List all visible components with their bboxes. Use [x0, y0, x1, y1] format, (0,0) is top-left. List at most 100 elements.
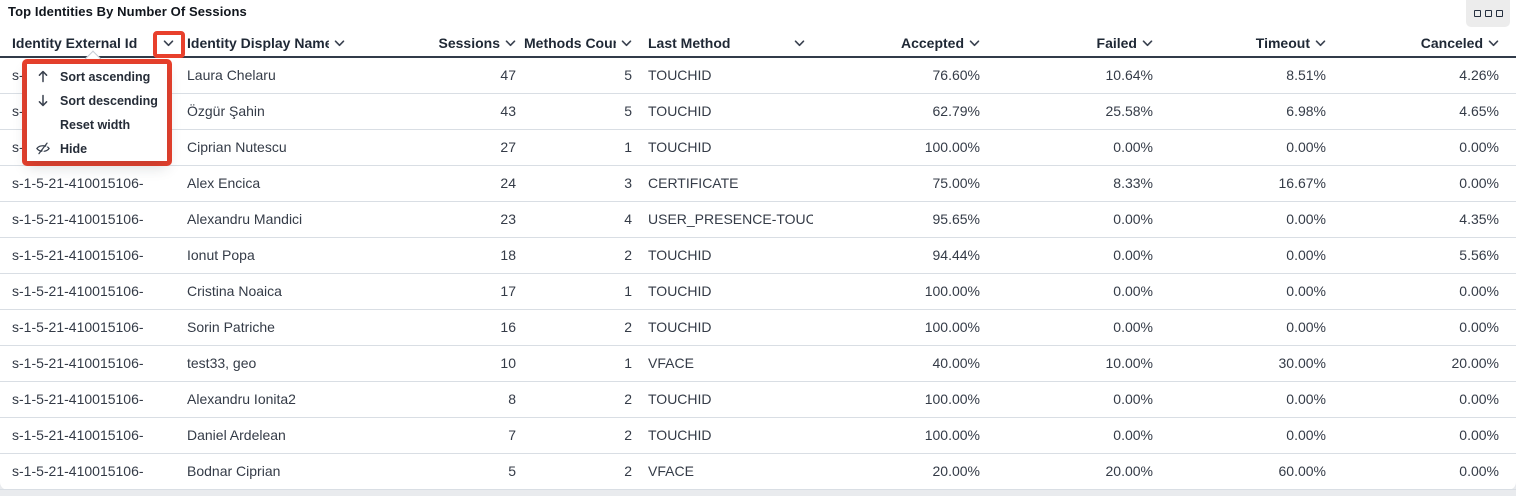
cell-lastMethod: TOUCHID: [648, 283, 712, 299]
cell-displayName: Alex Encica: [187, 175, 261, 191]
chevron-down-icon[interactable]: [621, 39, 632, 47]
cell-displayName: Ionut Popa: [187, 247, 255, 263]
cell-sessions: 17: [500, 283, 516, 299]
cell-displayName: Bodnar Ciprian: [187, 463, 281, 479]
chevron-down-icon[interactable]: [794, 39, 805, 47]
cell-timeout: 8.51%: [1286, 67, 1326, 83]
cell-accepted: 100.00%: [924, 391, 980, 407]
cell-accepted: 95.65%: [932, 211, 980, 227]
cell-lastMethod: TOUCHID: [648, 427, 712, 443]
column-header-timeout[interactable]: Timeout: [1161, 30, 1334, 56]
chevron-down-icon[interactable]: [1488, 39, 1499, 47]
column-header-lastMethod[interactable]: Last Method: [640, 30, 813, 56]
menu-item-hide[interactable]: Hide: [27, 137, 167, 161]
cell-sessions: 16: [500, 319, 516, 335]
table-body: s-1-5-21-410015106-Laura Chelaru475TOUCH…: [0, 58, 1516, 490]
column-header-methodsCount[interactable]: Methods Count: [524, 30, 640, 56]
menu-item-sort-ascending[interactable]: Sort ascending: [27, 65, 167, 89]
cell-failed: 10.00%: [1105, 355, 1153, 371]
chevron-down-icon[interactable]: [163, 39, 174, 47]
arrow-up-icon: [35, 70, 51, 83]
column-header-displayName[interactable]: Identity Display Name: [182, 30, 353, 56]
column-header-sessions[interactable]: Sessions: [353, 30, 524, 56]
cell-canceled: 0.00%: [1459, 139, 1499, 155]
cell-canceled: 4.65%: [1459, 103, 1499, 119]
chevron-down-icon[interactable]: [1142, 39, 1153, 47]
cell-accepted: 100.00%: [924, 427, 980, 443]
cell-timeout: 0.00%: [1286, 211, 1326, 227]
chevron-down-icon[interactable]: [969, 39, 980, 47]
chevron-down-icon[interactable]: [505, 39, 516, 47]
cell-canceled: 5.56%: [1459, 247, 1499, 263]
widget-options-button[interactable]: [1466, 0, 1510, 27]
arrow-down-icon: [35, 94, 51, 107]
cell-displayName: Alexandru Mandici: [187, 211, 303, 227]
cell-lastMethod: CERTIFICATE: [648, 175, 739, 191]
column-header-externalId[interactable]: Identity External Id: [0, 30, 182, 56]
cell-canceled: 0.00%: [1459, 319, 1499, 335]
cell-externalId: s-1-5-21-410015106-: [12, 283, 144, 299]
cell-methodsCount: 2: [624, 427, 632, 443]
cell-sessions: 7: [508, 427, 516, 443]
cell-canceled: 20.00%: [1451, 355, 1499, 371]
cell-timeout: 6.98%: [1286, 103, 1326, 119]
cell-canceled: 0.00%: [1459, 463, 1499, 479]
cell-timeout: 0.00%: [1286, 139, 1326, 155]
cell-methodsCount: 5: [624, 103, 632, 119]
cell-externalId: s-1-5-21-410015106-: [12, 319, 144, 335]
column-header-label: Failed: [1096, 35, 1137, 51]
cell-externalId: s-1-5-21-410015106-: [12, 355, 144, 371]
cell-methodsCount: 4: [624, 211, 632, 227]
cell-methodsCount: 2: [624, 319, 632, 335]
cell-methodsCount: 2: [624, 391, 632, 407]
cell-failed: 8.33%: [1113, 175, 1153, 191]
cell-lastMethod: USER_PRESENCE-TOUC: [648, 211, 813, 227]
cell-methodsCount: 2: [624, 463, 632, 479]
table-row: s-1-5-21-410015106- test33, geo 10 1 VFACE 40…: [0, 346, 1516, 382]
cell-sessions: 43: [500, 103, 516, 119]
cell-displayName: Özgür Şahin: [187, 103, 265, 119]
menu-item-reset-width[interactable]: Reset width: [27, 113, 167, 137]
menu-item-label: Reset width: [60, 117, 131, 132]
cell-lastMethod: VFACE: [648, 355, 694, 371]
cell-methodsCount: 5: [624, 67, 632, 83]
menu-item-sort-descending[interactable]: Sort descending: [27, 89, 167, 113]
column-header-accepted[interactable]: Accepted: [813, 30, 988, 56]
column-header-label: Sessions: [438, 35, 500, 51]
cell-failed: 0.00%: [1113, 211, 1153, 227]
cell-timeout: 0.00%: [1286, 283, 1326, 299]
cell-sessions: 10: [500, 355, 516, 371]
cell-accepted: 20.00%: [932, 463, 980, 479]
cell-timeout: 0.00%: [1286, 319, 1326, 335]
column-header-canceled[interactable]: Canceled: [1334, 30, 1507, 56]
table-row: s-1-5-21-410015106- Sorin Patriche 16 2 TOUC…: [0, 310, 1516, 346]
cell-canceled: 0.00%: [1459, 283, 1499, 299]
cell-accepted: 100.00%: [924, 283, 980, 299]
cell-sessions: 24: [500, 175, 516, 191]
cell-timeout: 30.00%: [1278, 355, 1326, 371]
table-row: s-1-5-21-410015106- Daniel Ardelean 7 2 TOUC…: [0, 418, 1516, 454]
table-row: s-1-5-21-410015106-Ciprian Nutescu271TOU…: [0, 130, 1516, 166]
cell-lastMethod: TOUCHID: [648, 103, 712, 119]
cell-canceled: 0.00%: [1459, 175, 1499, 191]
column-header-menu: Sort ascending Sort descending Reset wid…: [27, 64, 167, 161]
cell-lastMethod: VFACE: [648, 463, 694, 479]
cell-canceled: 0.00%: [1459, 427, 1499, 443]
chevron-down-icon[interactable]: [1315, 39, 1326, 47]
cell-sessions: 8: [508, 391, 516, 407]
cell-methodsCount: 1: [624, 355, 632, 371]
cell-displayName: test33, geo: [187, 355, 257, 371]
table-row: s-1-5-21-410015106- Alexandru Ionita2 8 2 TO…: [0, 382, 1516, 418]
cell-accepted: 76.60%: [932, 67, 980, 83]
chevron-down-icon[interactable]: [334, 39, 345, 47]
cell-accepted: 100.00%: [924, 139, 980, 155]
cell-timeout: 0.00%: [1286, 247, 1326, 263]
cell-displayName: Sorin Patriche: [187, 319, 275, 335]
column-header-label: Methods Count: [524, 35, 616, 51]
eye-off-icon: [35, 141, 51, 156]
column-header-failed[interactable]: Failed: [988, 30, 1161, 56]
cell-lastMethod: TOUCHID: [648, 319, 712, 335]
cell-externalId: s-1-5-21-410015106-: [12, 211, 144, 227]
cell-sessions: 23: [500, 211, 516, 227]
menu-item-label: Sort descending: [60, 93, 158, 108]
